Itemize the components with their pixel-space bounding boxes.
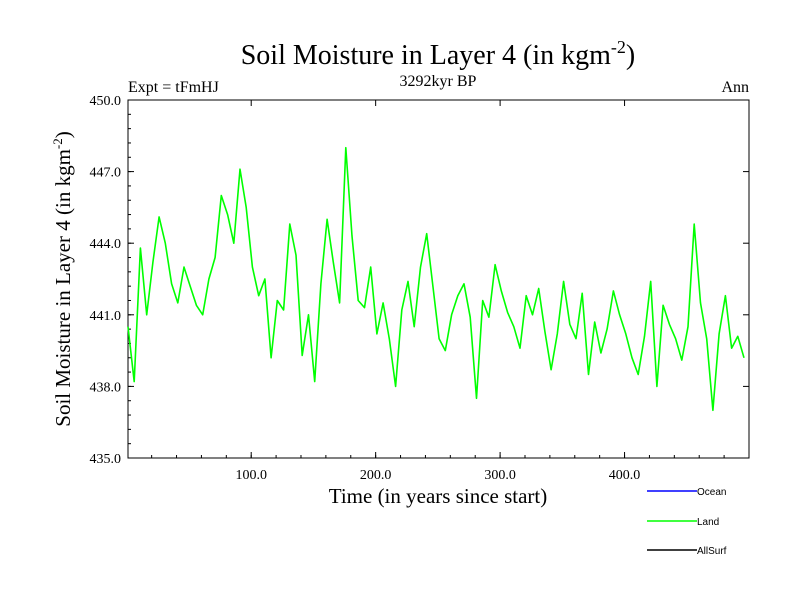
y-tick-label: 441.0 xyxy=(90,309,122,324)
y-axis-label: Soil Moisture in Layer 4 (in kgm-2) xyxy=(50,131,75,426)
y-tick-label: 438.0 xyxy=(90,380,122,395)
legend-label-allsurf: AllSurf xyxy=(697,546,727,557)
x-tick-label: 100.0 xyxy=(235,468,267,483)
x-tick-label: 200.0 xyxy=(360,468,392,483)
y-axis-label-sup: -2 xyxy=(50,138,65,149)
plot-area xyxy=(127,99,750,459)
legend-label-ocean: Ocean xyxy=(697,487,726,498)
y-axis-label-close: ) xyxy=(51,131,75,138)
chart-title-close: ) xyxy=(626,40,635,71)
x-axis-label: Time (in years since start) xyxy=(329,484,548,508)
chart-title: Soil Moisture in Layer 4 (in kgm-2) xyxy=(241,37,636,71)
chart-title-sup: -2 xyxy=(611,37,626,57)
y-tick-label: 447.0 xyxy=(90,166,122,181)
legend-label-land: Land xyxy=(697,517,719,528)
chart-title-main: Soil Moisture in Layer 4 (in kgm xyxy=(241,40,611,71)
subtitle-right: Ann xyxy=(721,79,749,96)
legend: Ocean Land AllSurf xyxy=(647,487,727,557)
subtitle-left: Expt = tFmHJ xyxy=(128,79,219,96)
series-group xyxy=(127,146,745,412)
subtitle-center: 3292kyr BP xyxy=(400,73,477,90)
y-axis: 435.0 438.0 441.0 444.0 447.0 450.0 xyxy=(90,94,749,467)
x-tick-label: 300.0 xyxy=(484,468,516,483)
y-tick-label: 435.0 xyxy=(90,452,122,467)
y-axis-label-main: Soil Moisture in Layer 4 (in kgm xyxy=(51,149,75,427)
x-axis: 100.0 200.0 300.0 400.0 xyxy=(151,100,725,483)
y-tick-label: 444.0 xyxy=(90,237,122,252)
x-tick-label: 400.0 xyxy=(609,468,641,483)
series-line-land xyxy=(127,146,745,412)
y-tick-label: 450.0 xyxy=(90,94,122,109)
